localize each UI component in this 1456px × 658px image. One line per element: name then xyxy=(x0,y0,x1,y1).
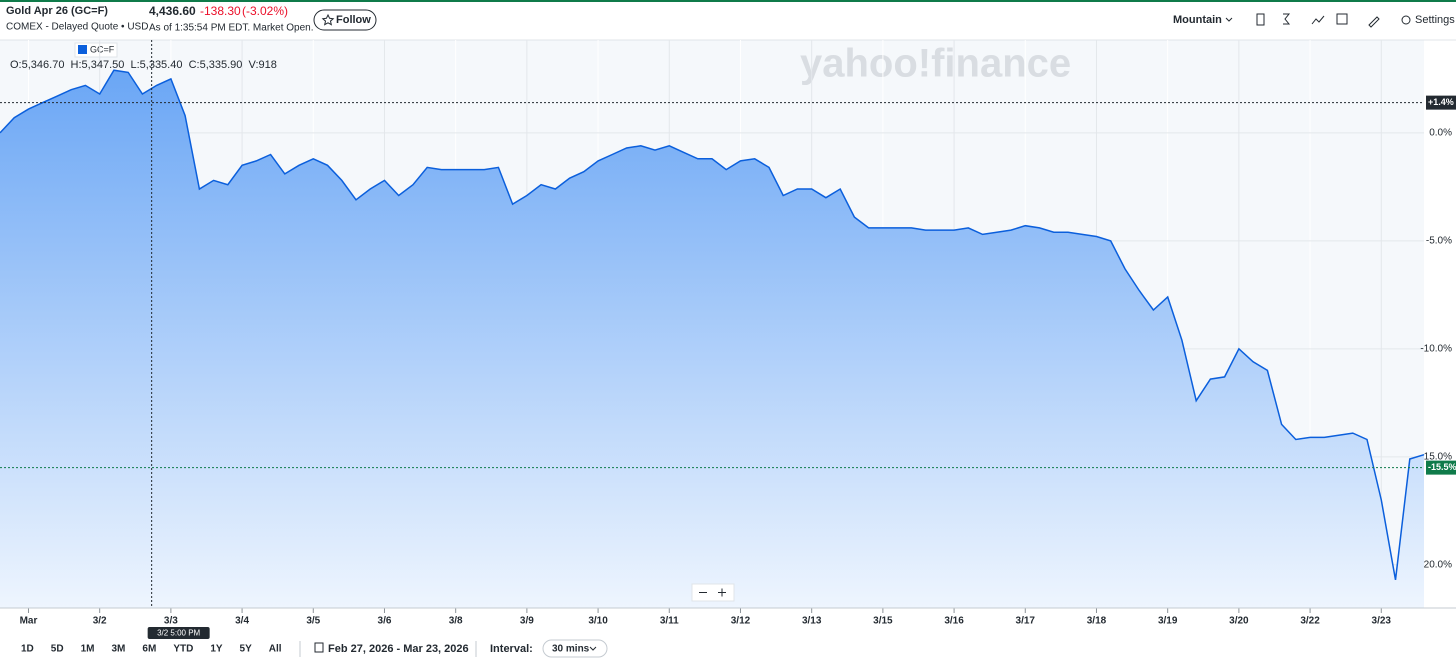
crosshair-label: 3/2 5:00 PM xyxy=(157,629,200,638)
chart-style[interactable]: Mountain xyxy=(1173,14,1222,26)
reference-label: -15.5% xyxy=(1428,462,1456,472)
settings[interactable]: Settings xyxy=(1415,14,1455,26)
y-tick-label: -15.0% xyxy=(1420,451,1452,462)
price-line xyxy=(0,69,1425,581)
follow-label: Follow xyxy=(336,14,371,26)
area-fill xyxy=(0,70,1424,608)
y-tick-label: -20.0% xyxy=(1420,559,1452,570)
symbol-title: Gold Apr 26 (GC=F) xyxy=(6,5,108,17)
x-tick-label: 3/12 xyxy=(731,616,751,627)
reference-badge xyxy=(1426,460,1456,475)
dropdown-caret xyxy=(1225,17,1233,22)
x-tick-label: 3/15 xyxy=(873,616,893,627)
x-tick-label: 3/22 xyxy=(1300,616,1320,627)
zoom-icons xyxy=(699,588,726,597)
range-button[interactable]: 1Y xyxy=(210,644,223,655)
price-change-percent: (-3.02%) xyxy=(242,4,288,18)
x-tick-label: 3/13 xyxy=(802,616,822,627)
x-tick-label: 3/17 xyxy=(1016,616,1036,627)
top-border xyxy=(0,0,1456,2)
x-tick-label: 3/6 xyxy=(378,616,392,627)
x-tick-label: 3/8 xyxy=(449,616,463,627)
legend-swatch xyxy=(78,45,87,54)
range-button[interactable]: 3M xyxy=(112,644,126,655)
x-tick-label: 3/11 xyxy=(660,616,679,627)
range-button[interactable]: All xyxy=(269,644,282,655)
price-change: -138.30 xyxy=(200,4,241,18)
x-tick-label: 3/18 xyxy=(1087,616,1107,627)
x-tick-label: 3/23 xyxy=(1372,616,1392,627)
x-tick-label: 3/4 xyxy=(235,616,249,627)
zoom-box xyxy=(691,583,735,602)
price: 4,436.60 xyxy=(149,4,196,18)
range-button[interactable]: YTD xyxy=(173,644,193,655)
range-button[interactable]: 6M xyxy=(142,644,156,655)
range-button[interactable]: 5Y xyxy=(240,644,253,655)
zoom-controls[interactable] xyxy=(691,583,735,602)
interval-value: 30 mins xyxy=(552,644,590,655)
x-tick-label: 3/5 xyxy=(306,616,320,627)
x-tick-label: 3/16 xyxy=(944,616,964,627)
range-button[interactable]: 1M xyxy=(81,644,95,655)
ohlc: O:5,346.70 H:5,347.50 L:5,335.40 C:5,335… xyxy=(10,59,277,71)
y-tick-label: 0.0% xyxy=(1429,128,1452,139)
y-tick-label: -5.0% xyxy=(1426,235,1452,246)
range-button[interactable]: 1D xyxy=(21,644,34,655)
x-tick-label: 3/20 xyxy=(1229,616,1249,627)
x-tick-label: 3/9 xyxy=(520,616,534,627)
bottom-bar: 1D 5D 1M 3M 6M YTD 1Y 5Y All Feb 27, 2026 - Mar 2… xyxy=(21,639,608,658)
calendar-icon xyxy=(314,642,324,653)
crosshair-badge xyxy=(147,627,210,639)
legend-symbol: GC=F xyxy=(90,44,115,54)
x-tick-label: 3/19 xyxy=(1158,616,1178,627)
x-tick-label: 3/10 xyxy=(588,616,608,627)
plot: Mar 3/2 3/3 3/4 3/5 3/6 3/8 3/9 3/10 3/11 3/12 3/13… xyxy=(0,40,1456,639)
reference-label: +1.4% xyxy=(1428,97,1454,107)
date-range[interactable]: Feb 27, 2026 - Mar 23, 2026 xyxy=(328,643,469,655)
interval-label: Interval: xyxy=(490,643,533,655)
follow-button[interactable]: Follow xyxy=(313,9,377,31)
x-tick-label: Mar xyxy=(20,616,38,627)
as-of: As of 1:35:54 PM EDT. Market Open. xyxy=(149,23,314,34)
watermark: yahoo!finance xyxy=(800,42,1071,86)
toolbar-icons[interactable] xyxy=(1256,13,1411,28)
x-tick-label: 3/3 xyxy=(164,616,178,627)
follow-outline xyxy=(313,9,377,31)
range-button[interactable]: 5D xyxy=(51,644,64,655)
reference-badge xyxy=(1426,95,1456,110)
quote-source: COMEX - Delayed Quote • USD xyxy=(6,22,148,33)
y-tick-label: -10.0% xyxy=(1420,343,1452,354)
interval-pill[interactable] xyxy=(542,639,608,658)
x-tick-label: 3/2 xyxy=(93,616,107,627)
dropdown-caret xyxy=(589,646,597,651)
star-icon xyxy=(321,13,335,26)
